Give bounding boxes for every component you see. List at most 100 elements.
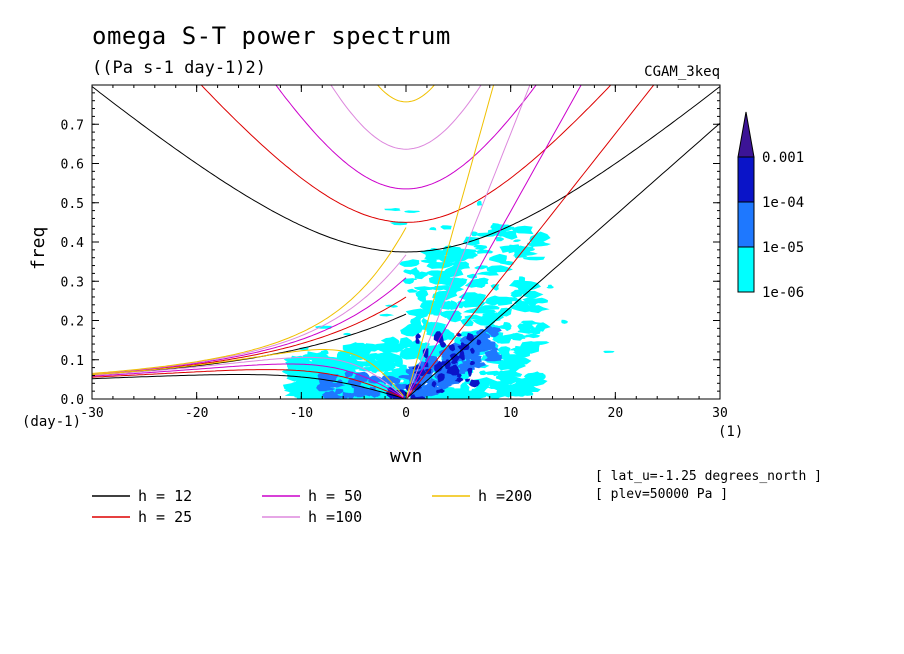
curve-kelvin-h200 <box>405 85 495 399</box>
contour-1e-05 <box>344 371 354 379</box>
contour-1e-06 <box>496 376 524 385</box>
contour-1e-06 <box>475 271 499 276</box>
contour-1e-06 <box>494 236 505 242</box>
curve-inertia-gravity-h200 <box>376 85 436 103</box>
curve-inertia-gravity-h25 <box>200 85 612 223</box>
y-unit-label: (day-1) <box>22 414 82 430</box>
curve-inertia-gravity-h12 <box>92 86 720 253</box>
curve-rossby-h12 <box>92 374 404 399</box>
contour-1e-06 <box>413 271 428 280</box>
contour-1e-05 <box>477 330 486 340</box>
colorbar-swatch <box>737 246 755 293</box>
contour-1e-06 <box>603 350 615 353</box>
contour-1e-06 <box>379 313 395 317</box>
contour-1e-06 <box>510 290 532 295</box>
contour-1e-06 <box>501 230 518 240</box>
contour-1e-06 <box>338 351 347 356</box>
contour-1e-06 <box>492 312 501 318</box>
contour-1e-06 <box>479 370 488 376</box>
contour-1e-06 <box>440 394 448 398</box>
curve-rossby-h25 <box>92 369 404 399</box>
contour-1e-06 <box>525 248 535 252</box>
contour-1e-06 <box>370 361 387 371</box>
contour-1e-06 <box>429 227 437 231</box>
contour-1e-06 <box>384 362 398 368</box>
dataset-label: CGAM_3keq <box>644 64 720 80</box>
contour-1e-06 <box>399 337 415 349</box>
y-tick-label: 0.5 <box>61 197 84 212</box>
contour-1e-06 <box>426 300 446 305</box>
contour-1e-05 <box>441 351 452 359</box>
legend-label-h200: h =200 <box>478 487 532 505</box>
contour-1e-06 <box>290 383 315 390</box>
contour-1e-05 <box>393 383 409 391</box>
contour-1e-06 <box>512 245 526 255</box>
annotation-lat: [ lat_u=-1.25 degrees_north ] <box>595 469 822 484</box>
contour-1e-06 <box>407 288 419 293</box>
contour-1e-06 <box>440 225 452 230</box>
contour-1e-05 <box>482 341 496 351</box>
contour-1e-06 <box>381 349 398 353</box>
y-tick-label: 0.3 <box>61 275 84 290</box>
contour-1e-04 <box>458 349 465 361</box>
contour-1e-06 <box>300 371 313 381</box>
legend-label-h12: h = 12 <box>138 487 192 505</box>
contour-1e-06 <box>495 296 515 306</box>
contour-1e-06 <box>384 208 401 211</box>
contour-1e-06 <box>445 388 465 394</box>
contour-1e-06 <box>399 259 420 267</box>
contour-1e-05 <box>327 390 337 399</box>
contour-1e-04 <box>448 343 456 352</box>
contour-1e-06 <box>520 320 543 325</box>
legend: h = 12 h = 25 h = 50 h =100 h =200 <box>92 487 532 526</box>
curve-inertia-gravity-h100 <box>330 85 482 150</box>
y-tick-label: 0.2 <box>61 315 84 330</box>
contour-1e-06 <box>490 223 512 231</box>
contour-1e-04 <box>469 379 480 388</box>
contour-1e-06 <box>284 392 304 397</box>
contour-1e-06 <box>493 334 512 344</box>
contour-1e-06 <box>303 385 313 391</box>
contour-1e-06 <box>509 280 523 288</box>
x-unit-label: (1) <box>718 424 744 440</box>
colorbar-label: 1e-06 <box>762 285 804 301</box>
y-tick-label: 0.7 <box>61 118 84 133</box>
contour-1e-06 <box>501 322 512 332</box>
contour-1e-05 <box>334 388 344 395</box>
contour-1e-06 <box>490 284 500 291</box>
contour-1e-04 <box>467 367 473 377</box>
contour-1e-04 <box>444 359 451 369</box>
contour-1e-06 <box>400 327 422 337</box>
x-tick-label: -30 <box>80 406 103 421</box>
x-tick-label: 30 <box>712 406 728 421</box>
contour-1e-04 <box>454 377 464 383</box>
curve-inertia-gravity-h50 <box>275 85 537 190</box>
contour-1e-05 <box>316 387 336 391</box>
curve-rossby-h50 <box>92 363 404 398</box>
dispersion-curves <box>92 85 720 399</box>
contour-1e-06 <box>512 304 537 309</box>
y-tick-label: 0.4 <box>61 236 85 251</box>
contour-1e-06 <box>497 346 511 358</box>
axes: -30 -20 -10 0 10 20 30 0.0 0.1 0.2 0.3 0.4 0.5 0.6 0.7 <box>61 85 728 421</box>
contour-1e-06 <box>421 317 430 328</box>
colorbar: 0.001 1e-04 1e-05 1e-06 <box>737 111 804 301</box>
contour-1e-06 <box>517 286 533 292</box>
contour-1e-04 <box>476 339 482 346</box>
contour-1e-06 <box>520 341 541 354</box>
colorbar-label: 1e-05 <box>762 240 804 256</box>
contour-1e-06 <box>397 364 407 373</box>
contour-1e-05 <box>488 330 499 338</box>
contour-1e-04 <box>434 360 443 373</box>
contour-1e-06 <box>486 265 513 273</box>
contour-1e-06 <box>495 382 510 389</box>
contour-1e-06 <box>526 325 534 328</box>
contour-1e-06 <box>467 273 477 279</box>
curve-mixed-rossby-gravity-h200 <box>92 227 407 374</box>
contour-1e-06 <box>527 240 551 247</box>
contour-1e-04 <box>469 360 475 366</box>
x-axis-label: wvn <box>390 446 423 467</box>
chart-title: omega S-T power spectrum <box>92 22 451 50</box>
contour-1e-05 <box>341 391 350 399</box>
